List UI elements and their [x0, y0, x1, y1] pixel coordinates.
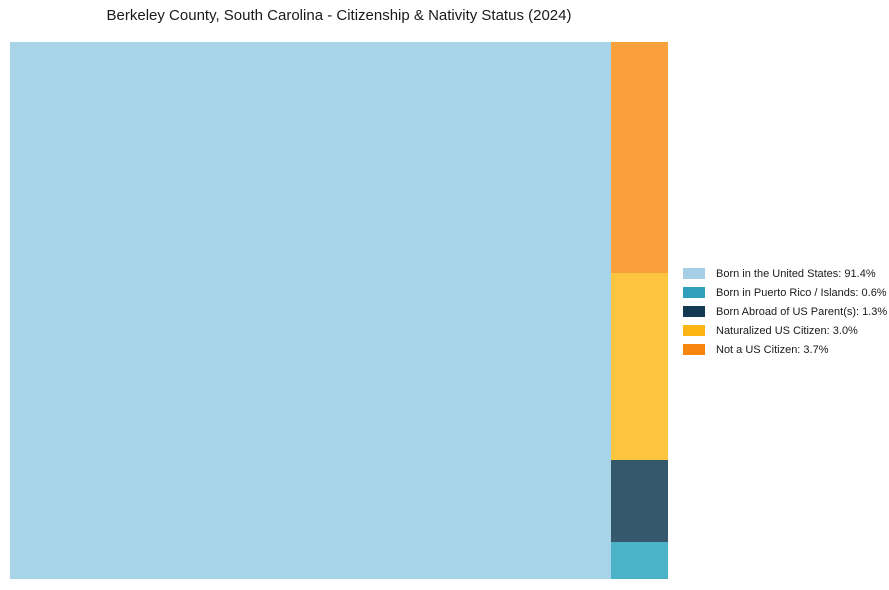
tile-born-in-puerto-rico-islands [611, 541, 668, 579]
legend-swatch-born-in-united-states [683, 268, 705, 279]
treemap-right-column [611, 42, 668, 579]
chart-title: Berkeley County, South Carolina - Citize… [106, 7, 572, 24]
legend-label: Born Abroad of US Parent(s): 1.3% [716, 305, 888, 318]
legend-label: Born in the United States: 91.4% [716, 267, 876, 280]
tile-born-in-united-states [10, 42, 612, 579]
legend-swatch-born-abroad-of-us-parents [683, 306, 705, 317]
legend-item-born-in-puerto-rico-islands: Born in Puerto Rico / Islands: 0.6% [683, 283, 887, 302]
legend-swatch-born-in-puerto-rico-islands [683, 287, 705, 298]
legend-label: Not a US Citizen: 3.7% [716, 343, 829, 356]
legend-swatch-naturalized-us-citizen [683, 325, 705, 336]
tile-naturalized-us-citizen [611, 273, 668, 461]
legend-label: Born in Puerto Rico / Islands: 0.6% [716, 286, 887, 299]
legend-item-naturalized-us-citizen: Naturalized US Citizen: 3.0% [683, 321, 887, 340]
legend-swatch-not-a-us-citizen [683, 344, 705, 355]
tile-not-a-us-citizen [611, 42, 668, 274]
legend-label: Naturalized US Citizen: 3.0% [716, 324, 858, 337]
legend: Born in the United States: 91.4% Born in… [683, 264, 887, 359]
treemap-canvas [10, 42, 668, 579]
legend-item-born-abroad-of-us-parents: Born Abroad of US Parent(s): 1.3% [683, 302, 887, 321]
tile-born-abroad-of-us-parents [611, 460, 668, 542]
legend-item-not-a-us-citizen: Not a US Citizen: 3.7% [683, 340, 887, 359]
legend-item-born-in-united-states: Born in the United States: 91.4% [683, 264, 887, 283]
